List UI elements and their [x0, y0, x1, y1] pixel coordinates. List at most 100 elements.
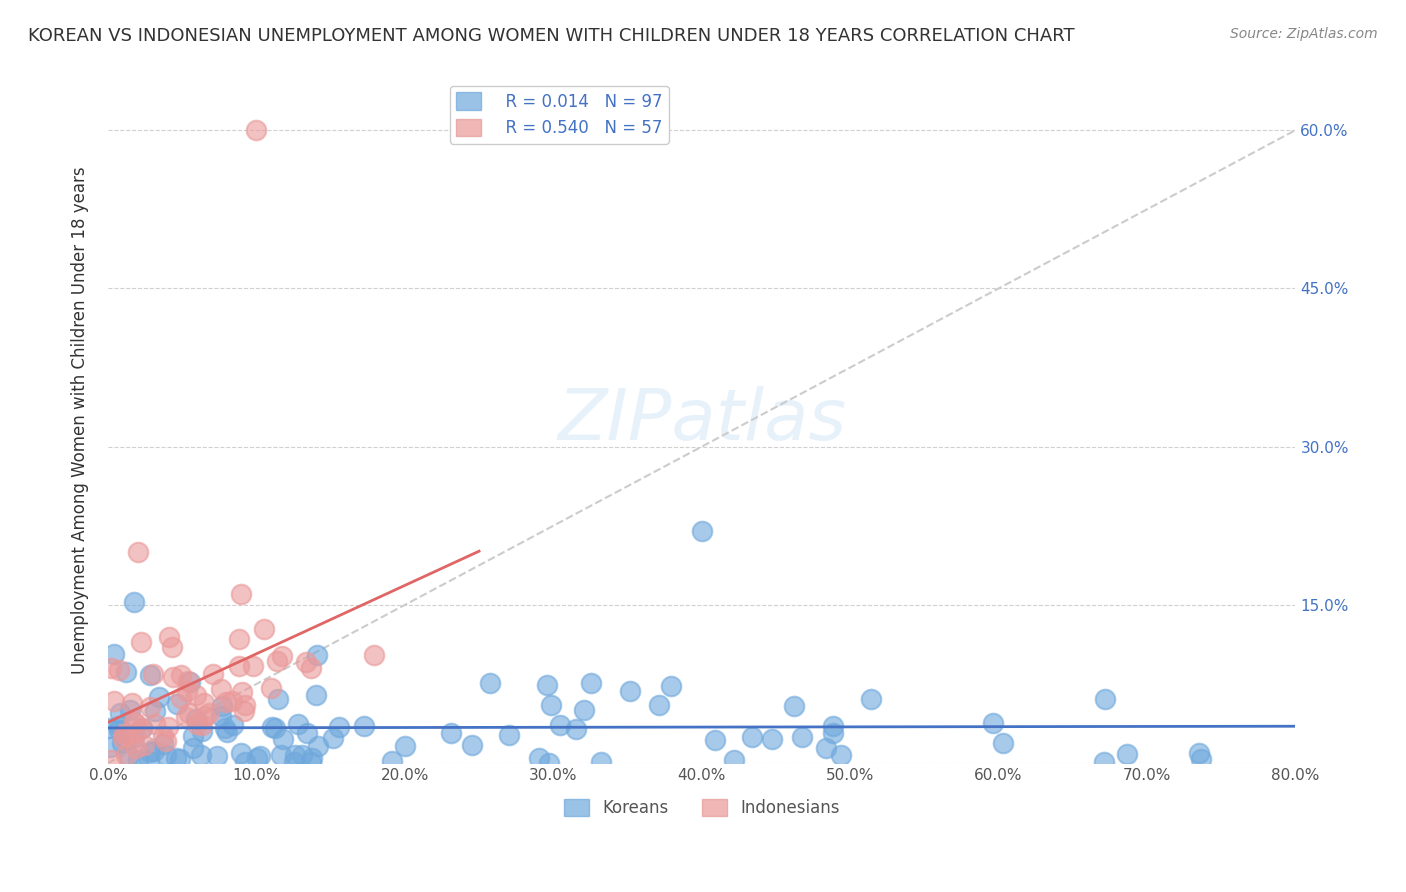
Point	[209, 709, 232, 723]
Point	[124, 726, 146, 740]
Point	[215, 695, 238, 709]
Point	[548, 717, 571, 731]
Point	[162, 669, 184, 683]
Point	[859, 691, 882, 706]
Point	[183, 730, 205, 744]
Point	[307, 648, 329, 663]
Point	[1092, 756, 1115, 770]
Point	[536, 678, 558, 692]
Point	[299, 756, 322, 770]
Point	[253, 622, 276, 636]
Point	[761, 731, 783, 746]
Point	[139, 745, 162, 759]
Point	[270, 648, 292, 663]
Point	[301, 751, 323, 765]
Point	[305, 688, 328, 702]
Point	[169, 752, 191, 766]
Point	[191, 723, 214, 738]
Point	[115, 729, 138, 743]
Point	[648, 698, 671, 712]
Point	[152, 729, 174, 743]
Point	[193, 696, 215, 710]
Point	[103, 647, 125, 661]
Point	[160, 640, 183, 654]
Point	[143, 716, 166, 731]
Point	[127, 545, 149, 559]
Point	[245, 123, 267, 137]
Legend: Koreans, Indonesians: Koreans, Indonesians	[557, 792, 846, 823]
Point	[741, 731, 763, 745]
Point	[353, 719, 375, 733]
Point	[194, 709, 217, 723]
Point	[97, 721, 120, 735]
Text: KOREAN VS INDONESIAN UNEMPLOYMENT AMONG WOMEN WITH CHILDREN UNDER 18 YEARS CORRE: KOREAN VS INDONESIAN UNEMPLOYMENT AMONG …	[28, 27, 1074, 45]
Point	[177, 673, 200, 688]
Point	[108, 719, 131, 733]
Point	[790, 731, 813, 745]
Point	[260, 681, 283, 696]
Point	[174, 710, 197, 724]
Point	[111, 736, 134, 750]
Point	[205, 749, 228, 764]
Point	[186, 717, 208, 731]
Point	[198, 706, 221, 720]
Text: Source: ZipAtlas.com: Source: ZipAtlas.com	[1230, 27, 1378, 41]
Point	[170, 690, 193, 705]
Point	[184, 713, 207, 727]
Point	[112, 727, 135, 741]
Point	[155, 748, 177, 763]
Point	[287, 717, 309, 731]
Point	[148, 690, 170, 704]
Point	[100, 661, 122, 675]
Point	[124, 595, 146, 609]
Point	[157, 720, 180, 734]
Point	[142, 666, 165, 681]
Point	[322, 731, 344, 745]
Point	[1189, 752, 1212, 766]
Point	[537, 756, 560, 770]
Point	[246, 751, 269, 765]
Y-axis label: Unemployment Among Women with Children Under 18 years: Unemployment Among Women with Children U…	[72, 167, 89, 674]
Point	[271, 731, 294, 746]
Point	[179, 706, 201, 720]
Point	[328, 720, 350, 734]
Point	[295, 726, 318, 740]
Point	[152, 737, 174, 751]
Point	[703, 733, 725, 747]
Point	[440, 726, 463, 740]
Point	[299, 660, 322, 674]
Point	[100, 739, 122, 754]
Point	[263, 722, 285, 736]
Point	[115, 665, 138, 679]
Point	[540, 698, 562, 713]
Point	[179, 675, 201, 690]
Point	[659, 679, 682, 693]
Point	[283, 755, 305, 769]
Point	[201, 667, 224, 681]
Point	[572, 703, 595, 717]
Point	[169, 667, 191, 681]
Point	[231, 746, 253, 760]
Point	[830, 747, 852, 762]
Point	[165, 751, 187, 765]
Point	[166, 697, 188, 711]
Point	[233, 755, 256, 769]
Point	[143, 704, 166, 718]
Point	[783, 698, 806, 713]
Point	[229, 587, 252, 601]
Point	[214, 721, 236, 735]
Point	[284, 748, 307, 763]
Point	[155, 734, 177, 748]
Point	[381, 754, 404, 768]
Point	[981, 715, 1004, 730]
Point	[307, 739, 329, 753]
Point	[176, 684, 198, 698]
Point	[564, 722, 586, 736]
Point	[121, 696, 143, 710]
Point	[249, 748, 271, 763]
Point	[266, 654, 288, 668]
Point	[267, 691, 290, 706]
Point	[228, 659, 250, 673]
Point	[108, 723, 131, 738]
Point	[291, 747, 314, 762]
